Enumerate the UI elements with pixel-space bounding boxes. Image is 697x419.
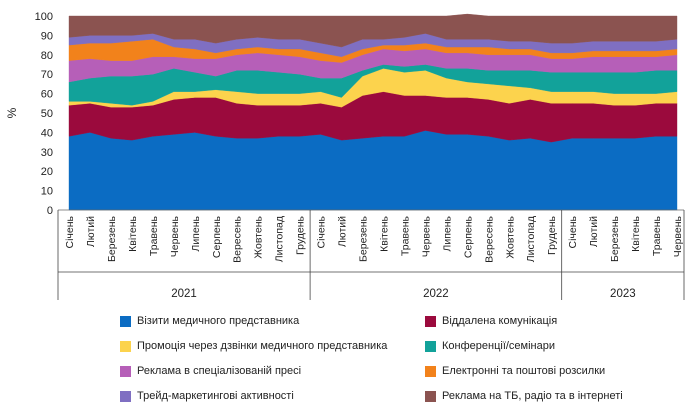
legend-swatch bbox=[120, 315, 131, 327]
x-tick-label: Січень bbox=[567, 215, 579, 248]
x-tick-label: Серпень bbox=[462, 215, 474, 258]
area-series-7 bbox=[68, 13, 678, 48]
legend-swatch bbox=[425, 390, 436, 402]
x-tick-label: Січень bbox=[64, 215, 76, 248]
y-tick-label: 70 bbox=[41, 69, 53, 81]
year-label: 2022 bbox=[423, 288, 449, 300]
x-tick-label: Вересень bbox=[483, 215, 495, 262]
legend-item: Електронні та поштові розсилки bbox=[425, 365, 605, 377]
legend-swatch bbox=[425, 365, 436, 377]
legend-item: Реклама на ТБ, радіо та в інтернеті bbox=[425, 390, 623, 402]
legend-label: Віддалена комунікація bbox=[442, 315, 558, 327]
legend-item: Конференції/семінари bbox=[425, 340, 555, 352]
y-tick-label: 20 bbox=[41, 166, 53, 178]
legend-label: Візити медичного представника bbox=[137, 315, 300, 327]
x-tick-label: Квітень bbox=[127, 215, 139, 251]
y-tick-label: 60 bbox=[41, 89, 53, 101]
x-tick-label: Серпень bbox=[211, 215, 223, 258]
legend-swatch bbox=[120, 365, 131, 377]
y-tick-label: 90 bbox=[41, 30, 53, 42]
x-tick-label: Жовтень bbox=[504, 215, 516, 258]
y-tick-label: 80 bbox=[41, 50, 53, 62]
x-tick-label: Травень bbox=[651, 215, 663, 256]
y-tick-label: 10 bbox=[41, 186, 53, 198]
legend-item: Промоція через дзвінки медичного предста… bbox=[120, 340, 387, 352]
x-tick-label: Травень bbox=[148, 215, 160, 256]
legend-label: Реклама на ТБ, радіо та в інтернеті bbox=[442, 390, 623, 402]
x-tick-label: Вересень bbox=[232, 215, 244, 262]
x-tick-label: Лютий bbox=[588, 216, 600, 247]
legend-label: Трейд-маркетингові активності bbox=[137, 390, 294, 402]
legend-item: Візити медичного представника bbox=[120, 315, 299, 327]
x-tick-label: Жовтень bbox=[253, 215, 265, 258]
y-tick-label: 30 bbox=[41, 147, 53, 159]
stacked-areas bbox=[68, 13, 678, 211]
axes: 0 10 20 30 40 50 60 70 80 90 100 Січень Лютий Березен… bbox=[35, 11, 685, 300]
x-tick-label: Червень bbox=[420, 215, 432, 257]
y-tick-label: 50 bbox=[41, 108, 53, 120]
legend-label: Електронні та поштові розсилки bbox=[442, 365, 606, 377]
x-tick-label: Грудень bbox=[295, 215, 307, 254]
x-tick-label: Лютий bbox=[85, 216, 97, 247]
legend-swatch bbox=[425, 315, 436, 327]
legend-label: Реклама в спеціалізованій пресі bbox=[137, 365, 302, 377]
x-tick-label: Березень bbox=[106, 215, 118, 262]
x-tick-label: Червень bbox=[169, 215, 181, 257]
year-label: 2023 bbox=[610, 288, 636, 300]
x-tick-label: Квітень bbox=[378, 215, 390, 251]
x-tick-label: Травень bbox=[399, 215, 411, 256]
x-tick-label: Червень bbox=[672, 215, 684, 257]
x-tick-label: Січень bbox=[316, 215, 328, 248]
legend-swatch bbox=[120, 390, 131, 402]
y-axis-label: % bbox=[5, 107, 19, 118]
legend-swatch bbox=[425, 340, 436, 352]
y-tick-label: 40 bbox=[41, 127, 53, 139]
x-tick-label: Березень bbox=[609, 215, 621, 262]
x-tick-label: Грудень bbox=[546, 215, 558, 254]
legend-label: Промоція через дзвінки медичного предста… bbox=[137, 340, 388, 352]
legend-label: Конференції/семінари bbox=[442, 340, 556, 352]
legend-swatch bbox=[120, 340, 131, 352]
y-tick-label: 0 bbox=[47, 205, 53, 217]
x-tick-label: Липень bbox=[190, 215, 202, 251]
x-tick-label: Березень bbox=[358, 215, 370, 262]
y-tick-label: 100 bbox=[35, 11, 53, 23]
legend-item: Реклама в спеціалізованій пресі bbox=[120, 365, 301, 377]
x-tick-label: Липень bbox=[441, 215, 453, 251]
year-label: 2021 bbox=[171, 288, 197, 300]
legend-item: Трейд-маркетингові активності bbox=[120, 390, 294, 402]
area-series-0 bbox=[68, 130, 678, 211]
x-tick-label: Листопад bbox=[525, 216, 537, 262]
x-tick-label: Листопад bbox=[274, 216, 286, 262]
x-tick-label: Лютий bbox=[337, 216, 349, 247]
x-tick-label: Квітень bbox=[630, 215, 642, 251]
legend-item: Віддалена комунікація bbox=[425, 315, 557, 327]
